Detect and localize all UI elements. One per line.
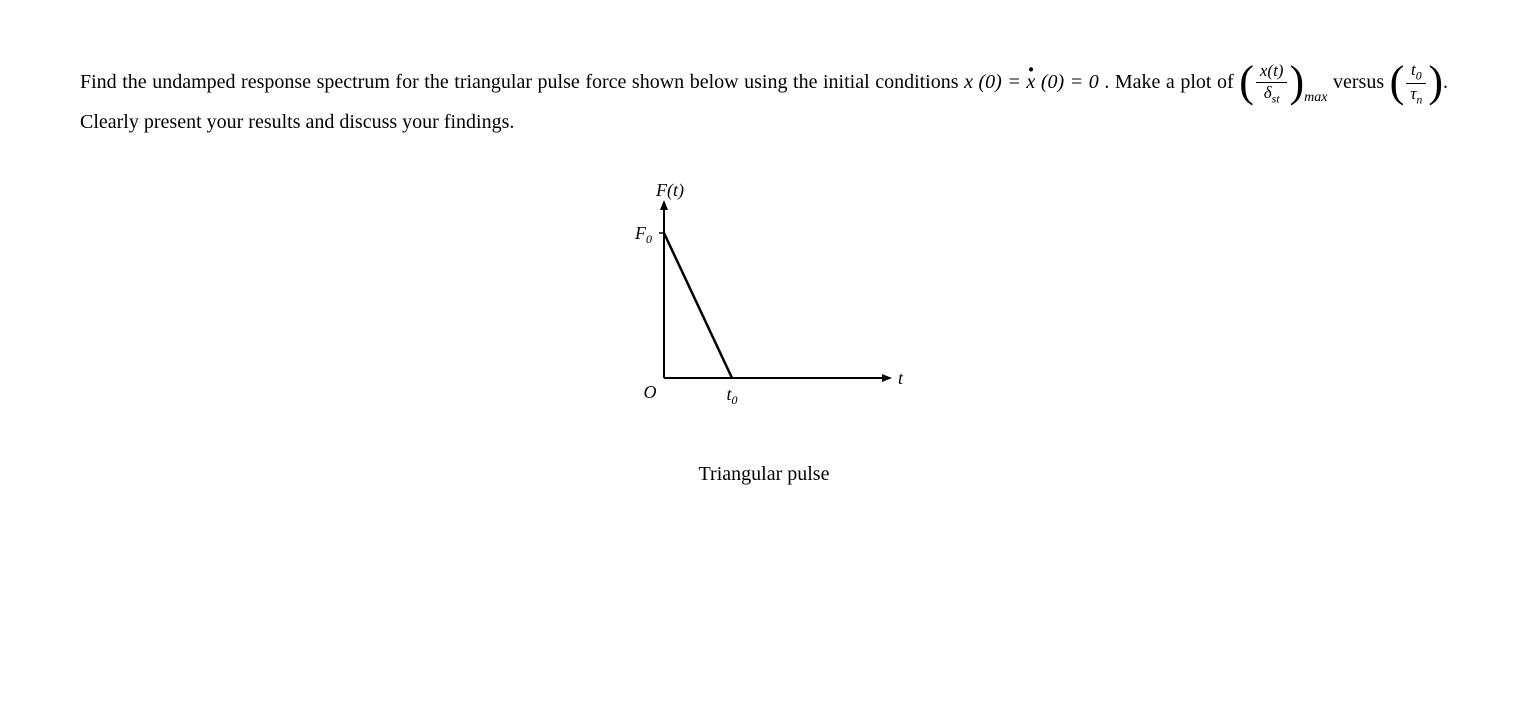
svg-text:O: O	[644, 382, 657, 402]
initial-condition-expr: x (0) = x (0) = 0	[964, 71, 1104, 93]
text-segment: Find the undamped response spectrum for …	[80, 71, 964, 93]
fraction-x-delta: x(t) δst	[1256, 61, 1288, 105]
paren-left: (	[1390, 64, 1405, 99]
paren-left: (	[1239, 64, 1254, 99]
figure-caption: Triangular pulse	[80, 458, 1448, 490]
triangular-pulse-diagram: F(t) F0 Ot0 t	[604, 178, 924, 448]
subscript-max: max	[1304, 90, 1327, 105]
problem-statement: Find the undamped response spectrum for …	[80, 60, 1448, 138]
diagram-svg: F(t) F0 Ot0 t	[604, 178, 924, 438]
svg-text:F(t): F(t)	[655, 180, 684, 201]
figure-container: F(t) F0 Ot0 t Triangular pulse	[80, 178, 1448, 490]
fraction-t0-taun: t0 τn	[1406, 60, 1426, 106]
svg-text:t: t	[898, 368, 904, 388]
svg-text:F0: F0	[634, 223, 652, 246]
text-segment: . Make a plot of	[1104, 71, 1239, 93]
svg-text:t0: t0	[726, 384, 737, 407]
text-segment: versus	[1333, 71, 1390, 93]
paren-right: )	[1428, 64, 1443, 99]
paren-right: )	[1289, 64, 1304, 99]
